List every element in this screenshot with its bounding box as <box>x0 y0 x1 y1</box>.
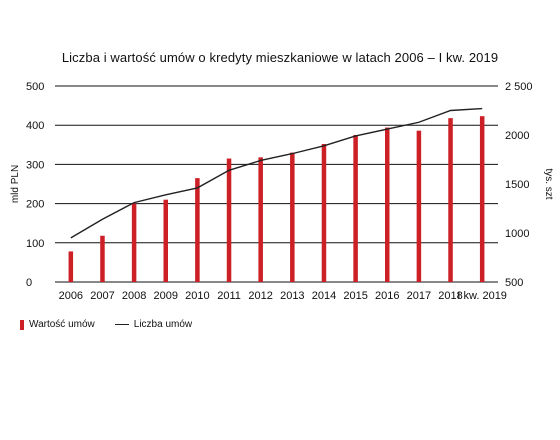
y-right-tick-label: 1500 <box>505 179 529 191</box>
x-tick-label: 2013 <box>280 290 304 302</box>
bar <box>416 130 422 282</box>
legend-label-wartosc: Wartość umów <box>29 319 95 330</box>
legend-item-liczba: Liczba umów <box>114 319 193 330</box>
y-left-tick-label: 500 <box>26 81 44 93</box>
bar <box>385 127 390 282</box>
bar <box>68 251 74 282</box>
y-right-tick-label: 500 <box>505 277 523 289</box>
line-liczba-umow <box>70 107 483 239</box>
legend-swatch-bar <box>20 319 24 330</box>
y-left-tick-label: 100 <box>26 238 44 250</box>
x-tick-label: 2009 <box>154 290 178 302</box>
y-right-tick-label: 2000 <box>505 130 529 142</box>
legend: Wartość umów Liczba umów <box>20 319 212 330</box>
bar <box>290 152 295 282</box>
y-right-tick-label: 1000 <box>505 228 529 240</box>
bar <box>321 144 327 282</box>
y-left-tick-label: 400 <box>26 120 44 132</box>
bar <box>131 203 137 282</box>
y-left-tick-label: 300 <box>26 159 44 171</box>
chart-title: Liczba i wartość umów o kredyty mieszkan… <box>61 50 499 65</box>
y-right-axis-label: tys. szt <box>543 168 554 199</box>
series-line <box>70 107 483 239</box>
bar <box>226 158 232 282</box>
x-tick-label: 2015 <box>343 290 367 302</box>
y-left-tick-label: 200 <box>26 199 44 211</box>
y-left-tick-label: 0 <box>26 277 32 289</box>
legend-swatch-line <box>114 324 129 325</box>
x-tick-label: 2017 <box>407 290 431 302</box>
legend-item-wartosc: Wartość umów <box>20 319 95 330</box>
x-tick-label: 2011 <box>217 290 241 302</box>
x-tick-label: 2014 <box>312 290 336 302</box>
bar <box>353 135 358 282</box>
x-tick-label: 2016 <box>375 290 399 302</box>
x-tick-label: 2006 <box>59 290 83 302</box>
x-tick-label: 2018 <box>438 290 462 302</box>
bar <box>100 235 105 282</box>
x-tick-label: 2012 <box>248 290 272 302</box>
y-right-tick-label: 2 500 <box>505 81 533 93</box>
y-left-axis-label: mld PLN <box>10 165 21 203</box>
x-tick-label: 2008 <box>122 290 146 302</box>
bar <box>195 178 200 282</box>
bar <box>163 199 168 282</box>
gridlines <box>55 85 498 283</box>
x-tick-label: I kw. 2019 <box>457 290 507 302</box>
bar <box>479 116 485 283</box>
legend-label-liczba: Liczba umów <box>133 319 193 330</box>
x-tick-label: 2010 <box>185 290 209 302</box>
bar <box>448 118 453 282</box>
bars-wartosc-umow <box>68 116 485 283</box>
x-tick-label: 2007 <box>90 290 114 302</box>
axis-labels: 0 100 200 300 400 500 500 1000 1500 2000 2 500 2006… <box>26 81 533 302</box>
bar <box>258 157 263 282</box>
